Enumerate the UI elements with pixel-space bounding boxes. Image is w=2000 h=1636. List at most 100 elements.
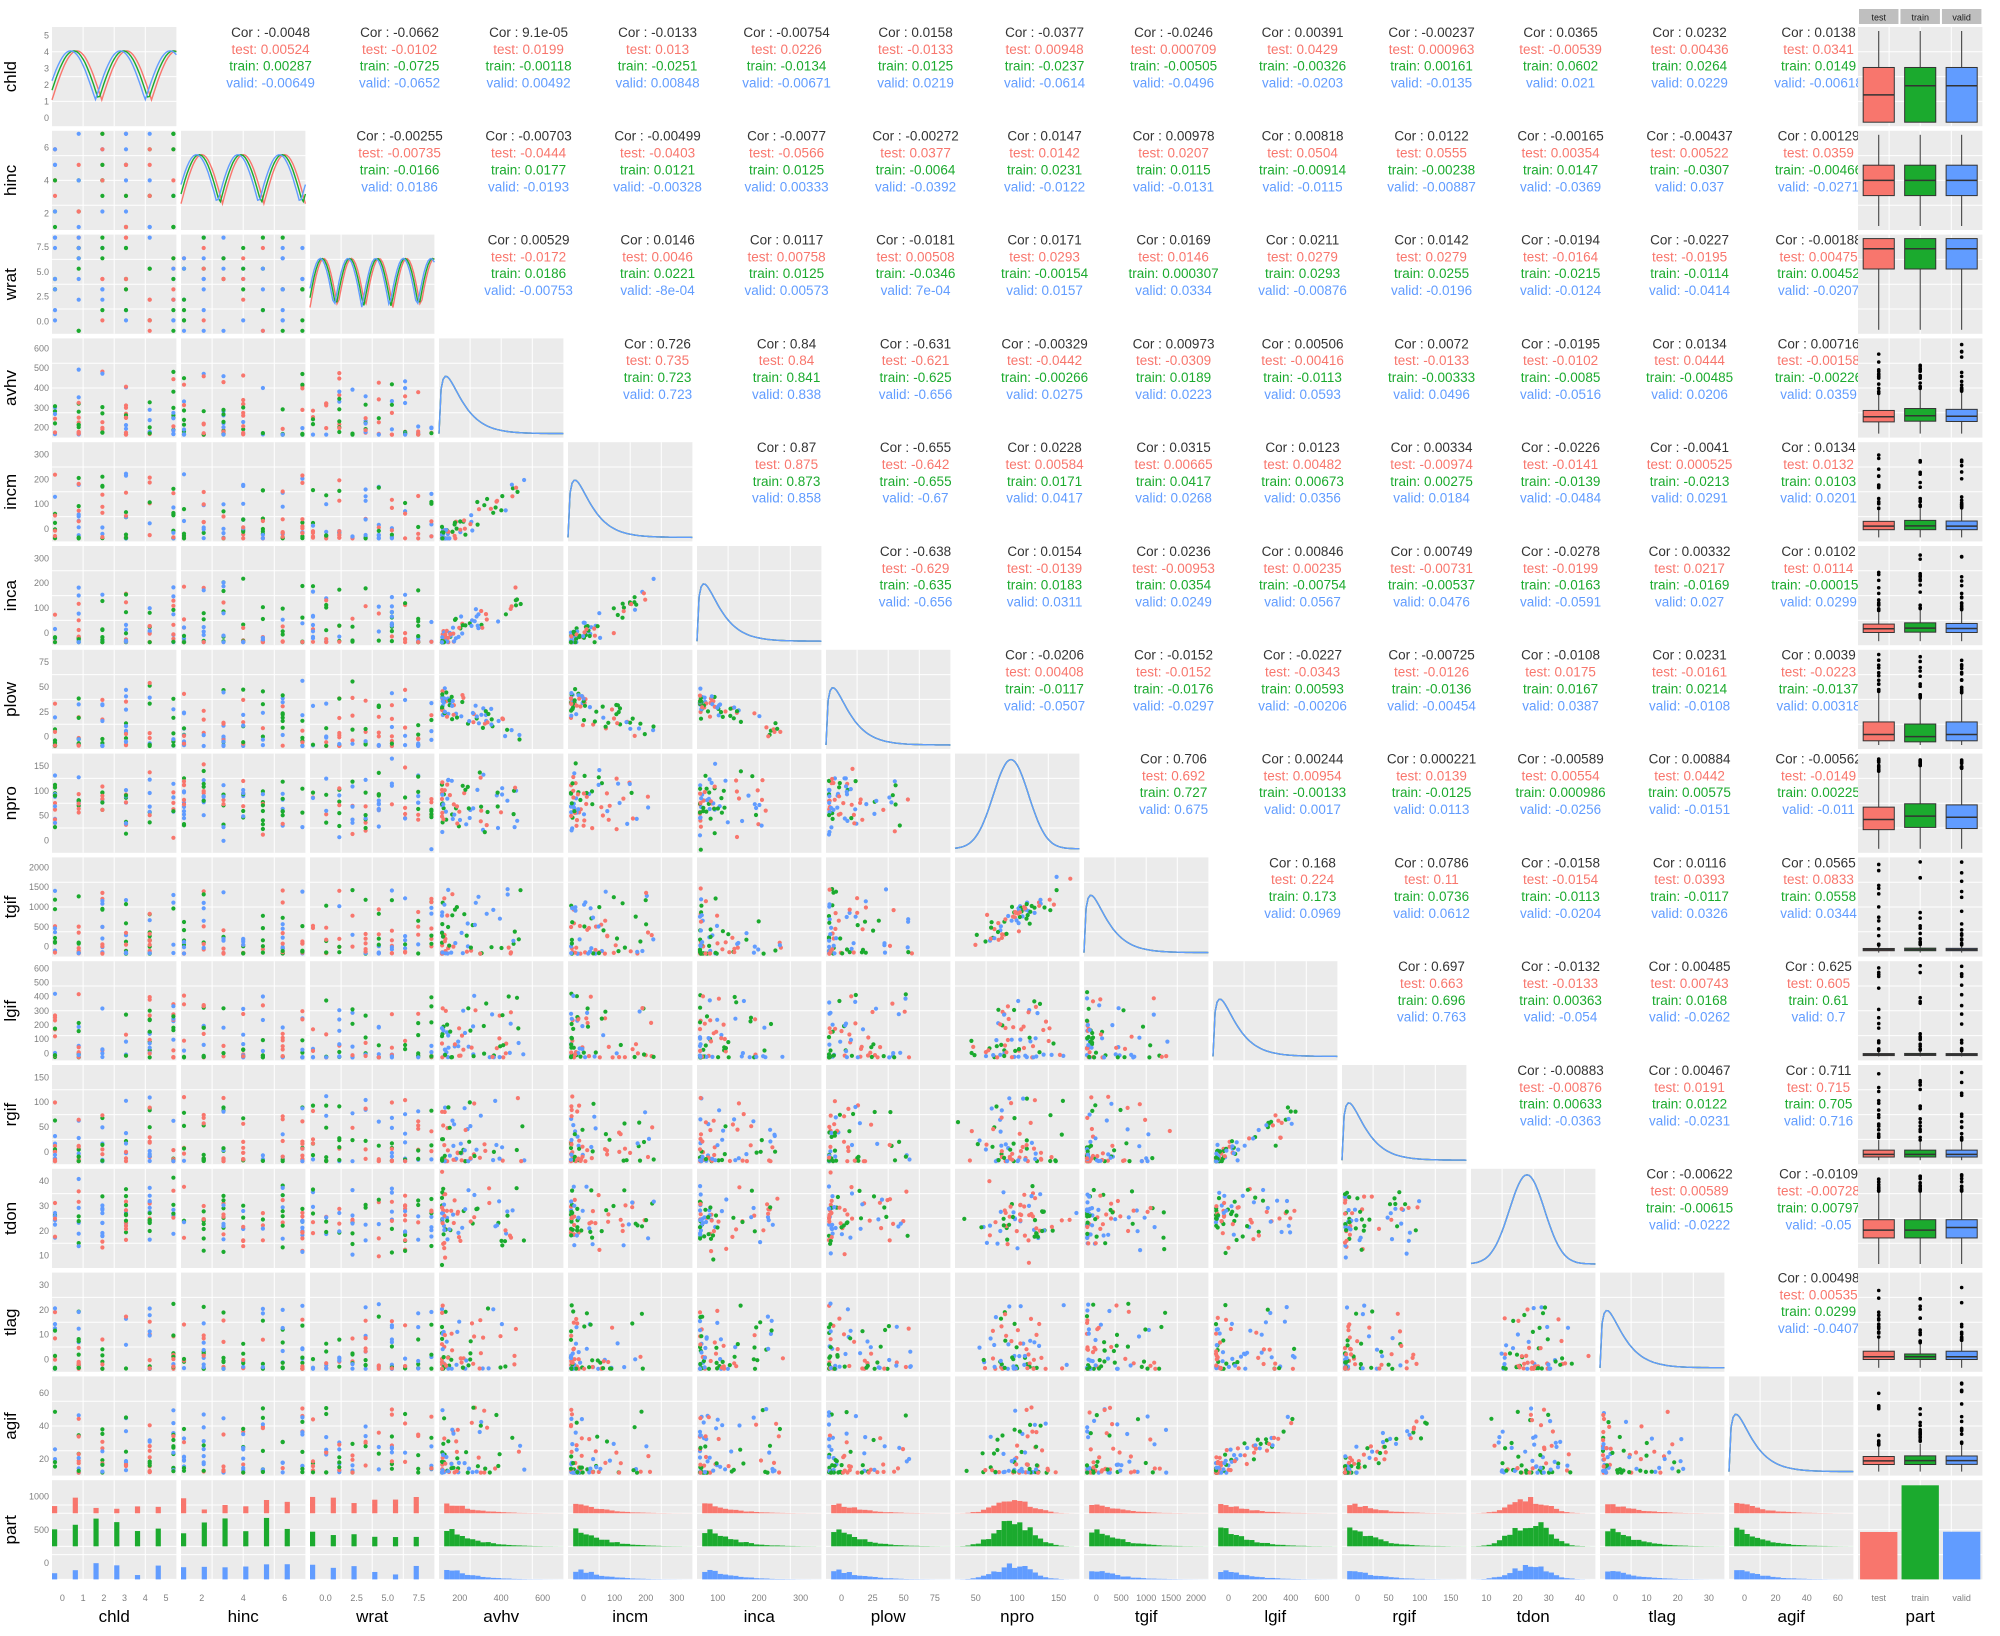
cor-train: train: 0.00161 — [1390, 59, 1473, 74]
cor-test: test: 0.224 — [1271, 872, 1335, 887]
panel-lgif-tgif — [1084, 961, 1208, 1060]
x-tick-label: 5 — [164, 1593, 169, 1603]
x-axis-label-tdon: tdon — [1517, 1607, 1550, 1626]
cor-valid: valid: 0.0476 — [1393, 595, 1470, 610]
cor-valid: valid: 0.0612 — [1393, 906, 1470, 921]
box-valid — [1946, 409, 1977, 421]
cor-train: train: -0.0134 — [747, 59, 827, 74]
x-tick-label: 60 — [1833, 1593, 1843, 1603]
cor-overall: Cor : 0.0169 — [1136, 233, 1210, 248]
cor-test: test: 0.0146 — [1138, 249, 1209, 264]
panel-agif-incm — [568, 1376, 692, 1475]
cor-train: train: 0.0417 — [1136, 474, 1211, 489]
panel-rgif-part — [1858, 1065, 1982, 1164]
y-tick-label: 2 — [44, 80, 49, 90]
y-axis-label-npro: npro — [1, 786, 20, 820]
y-axis-label-wrat: wrat — [1, 268, 20, 301]
x-tick-label: 75 — [930, 1593, 940, 1603]
panel-hinc-part — [1858, 131, 1982, 230]
cor-train: train: 0.0167 — [1523, 681, 1598, 696]
panel-incm-avhv — [439, 442, 563, 541]
cor-overall: Cor : 0.0171 — [1007, 233, 1081, 248]
cor-valid: valid: 0.0969 — [1264, 906, 1341, 921]
cor-train: train: 0.00575 — [1648, 785, 1731, 800]
cor-test: test: -0.0133 — [1523, 976, 1598, 991]
cor-test: test: -0.0403 — [620, 146, 695, 161]
y-tick-label: 20 — [39, 1305, 49, 1315]
cor-valid: valid: 0.0326 — [1651, 906, 1728, 921]
y-tick-label: 500 — [34, 1525, 49, 1535]
cor-train: train: -0.0237 — [1005, 59, 1085, 74]
cor-valid: valid: -0.0204 — [1520, 906, 1602, 921]
y-tick-label: 10 — [39, 1330, 49, 1340]
x-tick-label: 0 — [1226, 1593, 1231, 1603]
cor-test: test: 0.0555 — [1396, 146, 1467, 161]
cor-valid: valid: -0.011 — [1782, 802, 1855, 817]
y-axis-label-rgif: rgif — [1, 1103, 20, 1127]
cor-test: test: 0.00508 — [877, 249, 955, 264]
panel-inca-wrat — [310, 546, 434, 645]
cor-test: test: 0.00584 — [1006, 457, 1085, 472]
panel-tlag-tdon — [1471, 1273, 1595, 1372]
box-valid — [1946, 1150, 1977, 1157]
panel-part-agif — [1729, 1480, 1853, 1579]
cor-overall: Cor : 0.706 — [1140, 752, 1207, 767]
panel-tlag-npro — [955, 1273, 1079, 1372]
cor-overall: Cor : 0.697 — [1398, 959, 1465, 974]
x-axis-label-incm: incm — [612, 1607, 648, 1626]
panel-agif-part — [1858, 1376, 1982, 1475]
cor-valid: valid: -0.0392 — [875, 179, 956, 194]
panel-agif-npro — [955, 1376, 1079, 1475]
box-valid — [1946, 722, 1977, 741]
cor-train: train: 0.0189 — [1136, 370, 1211, 385]
x-tick-label: 30 — [1704, 1593, 1714, 1603]
cor-train: train: 0.00275 — [1390, 474, 1473, 489]
panel-part-wrat — [310, 1480, 434, 1579]
panel-tlag-tgif — [1084, 1273, 1208, 1372]
cor-overall: Cor : 0.0565 — [1781, 855, 1855, 870]
panel-avhv-hinc — [181, 338, 305, 437]
cor-test: test: -0.00876 — [1519, 1080, 1602, 1095]
cor-train: train: -0.0725 — [360, 59, 440, 74]
cor-valid: valid: 0.858 — [752, 491, 821, 506]
cor-valid: valid: 0.027 — [1655, 595, 1724, 610]
cor-overall: Cor : 0.0236 — [1136, 544, 1210, 559]
cor-valid: valid: -0.00618 — [1774, 76, 1863, 91]
cor-test: test: -0.642 — [882, 457, 950, 472]
x-tick-label: 25 — [868, 1593, 878, 1603]
x-axis-label-inca: inca — [744, 1607, 776, 1626]
panel-part-tdon — [1471, 1480, 1595, 1579]
cor-train: train: 0.00673 — [1261, 474, 1344, 489]
panel-lgif-npro — [955, 961, 1079, 1060]
panel-chld-chld — [52, 27, 176, 126]
cor-overall: Cor : 0.0211 — [1266, 233, 1339, 248]
cor-valid: valid: -0.00876 — [1258, 283, 1347, 298]
panel-incm-incm — [568, 442, 692, 541]
x-tick-label: 20 — [1771, 1593, 1781, 1603]
y-axis-label-tgif: tgif — [1, 895, 20, 918]
cor-train: train: 0.00593 — [1261, 681, 1344, 696]
y-tick-label: 40 — [39, 1176, 49, 1186]
cor-train: train: 0.00363 — [1519, 993, 1602, 1008]
cor-train: train: 0.0171 — [1007, 474, 1082, 489]
cor-overall: Cor : 0.00749 — [1391, 544, 1473, 559]
cor-valid: valid: -0.0297 — [1133, 698, 1214, 713]
cor-overall: Cor : 0.0123 — [1265, 440, 1339, 455]
cor-train: train: -0.00914 — [1259, 162, 1347, 177]
y-tick-label: 400 — [34, 992, 49, 1002]
cor-test: test: 0.00758 — [748, 249, 826, 264]
box-valid — [1946, 67, 1977, 122]
